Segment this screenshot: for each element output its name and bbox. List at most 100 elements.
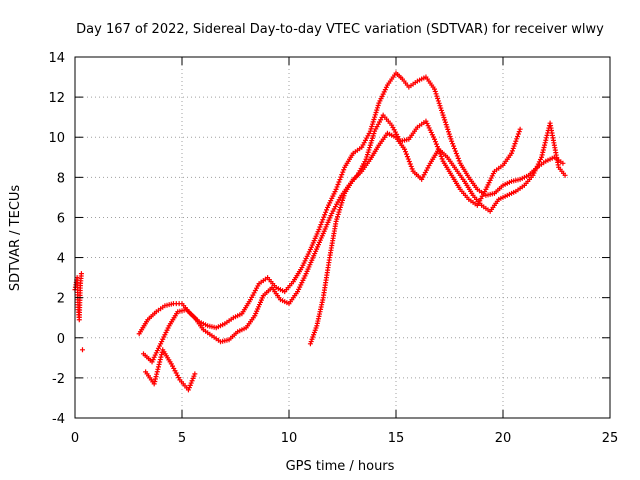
data-point bbox=[517, 126, 523, 132]
data-point bbox=[158, 354, 164, 360]
data-point bbox=[509, 150, 515, 156]
data-point bbox=[156, 361, 162, 367]
data-point bbox=[515, 133, 521, 139]
data-point bbox=[509, 148, 515, 154]
data-point bbox=[541, 145, 547, 151]
data-point bbox=[448, 136, 454, 142]
data-point bbox=[375, 102, 381, 108]
data-point bbox=[366, 147, 372, 153]
data-point bbox=[371, 117, 377, 123]
data-point bbox=[155, 364, 161, 370]
data-point bbox=[154, 371, 160, 377]
data-point bbox=[335, 214, 341, 220]
data-point bbox=[338, 174, 344, 180]
data-point bbox=[516, 129, 522, 135]
data-point bbox=[335, 181, 341, 187]
x-tick-label: 10 bbox=[281, 431, 298, 446]
data-point bbox=[191, 373, 197, 379]
data-point bbox=[404, 154, 410, 160]
data-point bbox=[370, 133, 376, 139]
data-point bbox=[449, 138, 455, 144]
data-point bbox=[432, 136, 438, 142]
data-point bbox=[408, 163, 414, 169]
data-point bbox=[439, 110, 445, 116]
data-point bbox=[340, 169, 346, 175]
data-point bbox=[407, 161, 413, 167]
data-point bbox=[152, 378, 158, 384]
data-point bbox=[443, 122, 449, 128]
data-point bbox=[455, 155, 461, 161]
data-point bbox=[364, 154, 370, 160]
data-point bbox=[154, 369, 160, 375]
data-point bbox=[337, 177, 343, 183]
data-point bbox=[438, 105, 444, 111]
x-tick-label: 15 bbox=[388, 431, 405, 446]
data-point bbox=[514, 136, 520, 142]
data-point bbox=[157, 359, 163, 365]
data-point bbox=[402, 146, 408, 152]
data-point bbox=[437, 103, 443, 109]
data-point bbox=[451, 143, 457, 149]
data-point bbox=[451, 146, 457, 152]
data-point bbox=[339, 200, 345, 206]
data-point bbox=[368, 126, 374, 132]
x-tick-label: 25 bbox=[602, 431, 619, 446]
data-point bbox=[367, 145, 373, 151]
y-tick-label: 12 bbox=[48, 91, 65, 106]
data-point bbox=[441, 115, 447, 121]
data-point bbox=[339, 172, 345, 178]
data-point bbox=[543, 135, 549, 141]
chart-title: Day 167 of 2022, Sidereal Day-to-day VTE… bbox=[76, 22, 604, 37]
data-point bbox=[333, 186, 339, 192]
data-point bbox=[409, 166, 415, 172]
data-point bbox=[334, 216, 340, 222]
data-point bbox=[337, 207, 343, 213]
data-point bbox=[192, 371, 198, 377]
data-point bbox=[539, 152, 545, 158]
data-point bbox=[189, 378, 195, 384]
x-axis-label: GPS time / hours bbox=[286, 459, 395, 474]
data-point bbox=[405, 156, 411, 162]
y-tick-label: 2 bbox=[57, 292, 65, 307]
data-point bbox=[539, 154, 545, 160]
data-point bbox=[159, 352, 165, 358]
data-point bbox=[319, 219, 325, 225]
data-point bbox=[373, 109, 379, 115]
data-point bbox=[363, 156, 369, 162]
data-point bbox=[336, 179, 342, 185]
data-point bbox=[453, 150, 459, 156]
data-point bbox=[440, 112, 446, 118]
data-point bbox=[432, 139, 438, 145]
data-point bbox=[439, 107, 445, 113]
data-point bbox=[78, 271, 84, 277]
y-tick-label: 10 bbox=[48, 131, 65, 146]
data-point bbox=[447, 133, 453, 139]
data-point bbox=[540, 147, 546, 153]
data-point bbox=[340, 195, 346, 201]
data-point bbox=[454, 153, 460, 159]
data-point bbox=[374, 105, 380, 111]
data-point bbox=[333, 218, 339, 224]
data-point bbox=[510, 145, 516, 151]
data-point bbox=[364, 152, 370, 158]
y-tick-label: 14 bbox=[48, 51, 65, 66]
x-tick-label: 5 bbox=[178, 431, 186, 446]
y-tick-label: 6 bbox=[57, 211, 65, 226]
data-point bbox=[439, 156, 445, 162]
data-point bbox=[369, 135, 375, 141]
data-point bbox=[341, 167, 347, 173]
data-point bbox=[540, 149, 546, 155]
data-point bbox=[185, 387, 191, 393]
data-point bbox=[512, 141, 518, 147]
data-point bbox=[79, 347, 85, 353]
data-point bbox=[335, 211, 341, 217]
data-point bbox=[316, 226, 322, 232]
data-point bbox=[370, 119, 376, 125]
y-tick-label: -2 bbox=[52, 372, 65, 387]
data-point bbox=[372, 112, 378, 118]
data-point bbox=[341, 193, 347, 199]
plot-frame bbox=[74, 56, 611, 419]
data-point bbox=[323, 209, 329, 215]
data-point bbox=[186, 385, 192, 391]
data-point bbox=[433, 91, 439, 97]
